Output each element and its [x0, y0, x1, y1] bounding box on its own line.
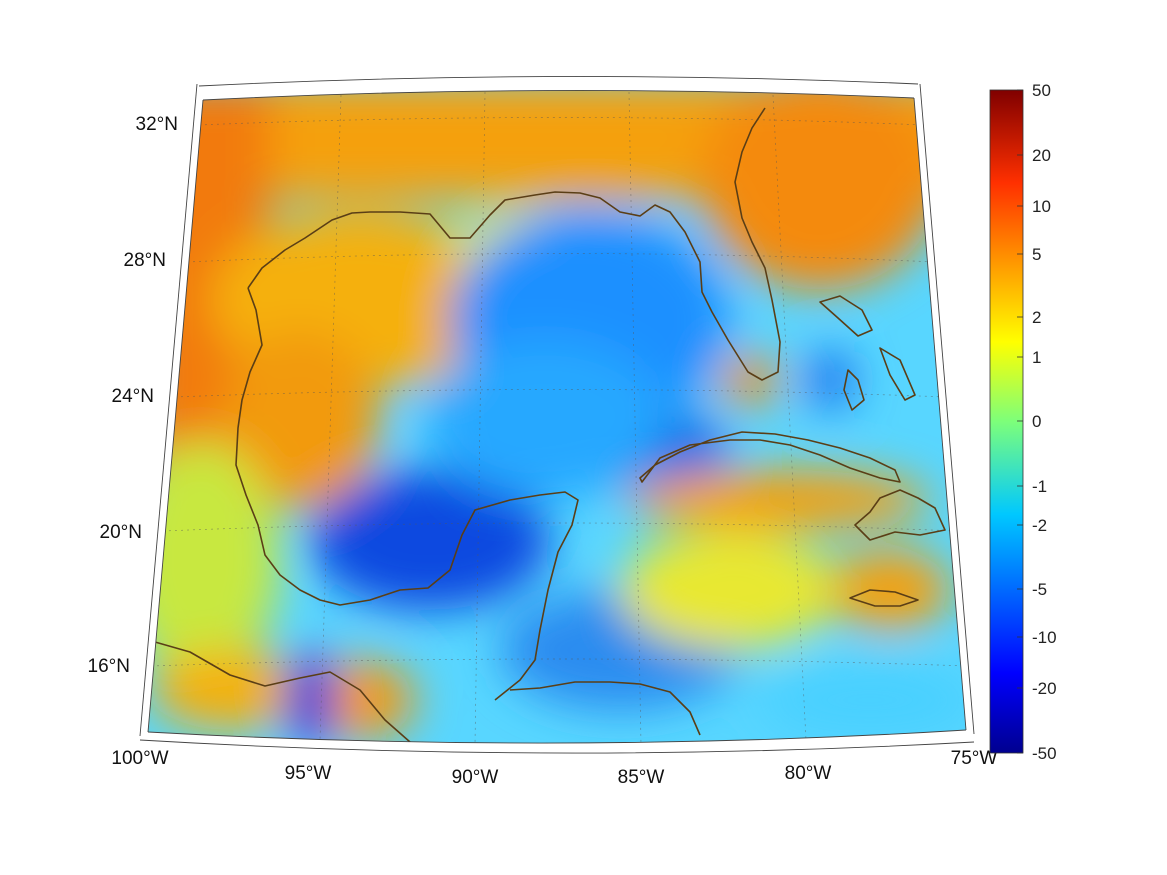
- colorbar-tick-label: 10: [1032, 197, 1051, 216]
- colorbar-tick-label: 0: [1032, 412, 1041, 431]
- colorbar-tick-label: -20: [1032, 679, 1057, 698]
- lat-label: 24°N: [112, 386, 154, 407]
- cuba-island: [639, 431, 901, 483]
- lon-label: 90°W: [452, 767, 499, 788]
- colorbar-tick-label: -10: [1032, 628, 1057, 647]
- colorbar-tick-label: -5: [1032, 580, 1047, 599]
- colorbar-tick-label: 5: [1032, 245, 1041, 264]
- colorbar-tick-label: 1: [1032, 348, 1041, 367]
- lon-label: 75°W: [951, 748, 998, 769]
- lat-label: 28°N: [124, 250, 166, 271]
- colorbar-tick-label: 20: [1032, 146, 1051, 165]
- bahamas-islands: [819, 295, 916, 411]
- colorbar-tick-label: -1: [1032, 477, 1047, 496]
- longitude-labels: 100°W 95°W 90°W 85°W 80°W 75°W: [111, 748, 997, 788]
- lon-label: 95°W: [285, 763, 332, 784]
- colorbar-tick-label: 50: [1032, 81, 1051, 100]
- colorbar-tick-label: 2: [1032, 308, 1041, 327]
- map-frame: [139, 76, 975, 754]
- lat-label: 20°N: [100, 522, 142, 543]
- gulf-coast-usa-mexico: [247, 107, 781, 381]
- lon-label: 85°W: [618, 767, 665, 788]
- colorbar-tick-label: -50: [1032, 744, 1057, 763]
- lat-label: 16°N: [88, 656, 130, 677]
- lon-label: 80°W: [785, 763, 832, 784]
- colorbar-tick-label: -2: [1032, 516, 1047, 535]
- colorbar-gradient: [989, 89, 1024, 754]
- hispaniola-island: [854, 489, 946, 541]
- latitude-labels: 16°N 20°N 24°N 28°N 32°N: [88, 114, 178, 677]
- graticule: [150, 91, 966, 744]
- jamaica-island: [849, 589, 919, 607]
- mexico-west-coast: [235, 287, 579, 701]
- honduras-coast: [509, 681, 701, 736]
- lat-label: 32°N: [136, 114, 178, 135]
- coastlines: [154, 107, 946, 743]
- lon-label: 100°W: [111, 748, 168, 769]
- central-america-coast: [154, 641, 411, 743]
- heatmap-field: [148, 90, 966, 744]
